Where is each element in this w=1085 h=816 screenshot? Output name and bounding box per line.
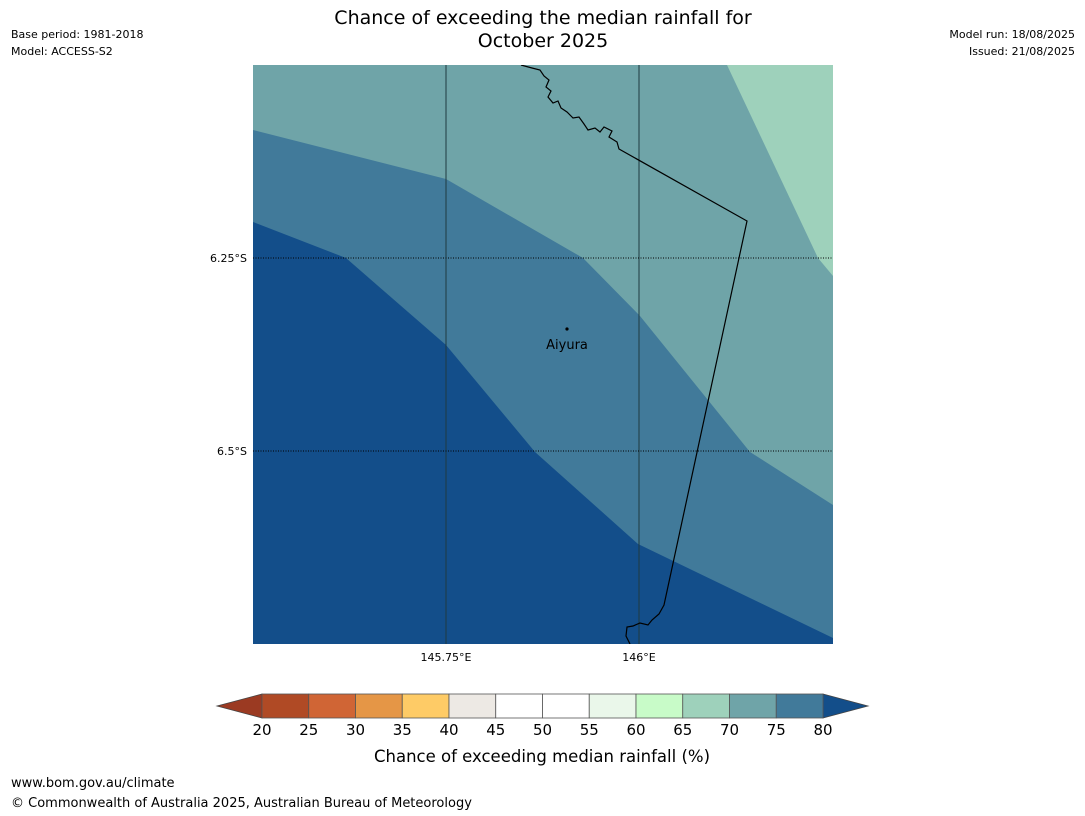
colorbar-cell (588, 693, 637, 719)
zone-65-70 (727, 65, 833, 276)
colorbar-tick-label: 65 (673, 721, 692, 739)
colorbar-tick-label: 35 (393, 721, 412, 739)
colorbar-cell (775, 693, 824, 719)
lat-label-6-25: 6.25°S (210, 252, 247, 265)
colorbar-cell (448, 693, 497, 719)
lon-label-146: 146°E (622, 651, 655, 664)
footer-url[interactable]: www.bom.gov.au/climate (11, 776, 175, 791)
footer-copyright: © Commonwealth of Australia 2025, Austra… (11, 796, 472, 811)
base-period-text: Base period: 1981-2018 (11, 28, 144, 41)
title-line-2: October 2025 (477, 30, 609, 52)
page-title: Chance of exceeding the median rainfall … (243, 7, 843, 53)
run-info: Model run: 18/08/2025 Issued: 21/08/2025 (949, 26, 1075, 60)
colorbar-under-arrow (215, 693, 263, 719)
issued-text: Issued: 21/08/2025 (968, 45, 1075, 58)
colorbar-cell (542, 693, 590, 719)
colorbar-cell (261, 693, 310, 719)
colorbar-tick-label: 55 (580, 721, 599, 739)
colorbar-tick-label: 25 (299, 721, 318, 739)
lat-label-6-5: 6.5°S (217, 445, 247, 458)
model-run-text: Model run: 18/08/2025 (949, 28, 1075, 41)
border-line (520, 65, 748, 644)
colorbar-cell (308, 693, 356, 719)
colorbar-label: Chance of exceeding median rainfall (%) (374, 747, 710, 766)
model-info: Base period: 1981-2018 Model: ACCESS-S2 (11, 26, 143, 60)
colorbar-cell (495, 693, 543, 719)
colorbar-cell (682, 693, 730, 719)
aiyura-label: Aiyura (546, 338, 588, 353)
colorbar: 20 25 30 35 40 45 50 55 60 65 70 75 80 (215, 693, 870, 739)
longitude-labels: 145.75°E 146°E (421, 651, 656, 664)
colorbar-tick-label: 40 (439, 721, 458, 739)
model-text: Model: ACCESS-S2 (11, 45, 113, 58)
colorbar-cell (635, 693, 684, 719)
lon-label-145-75: 145.75°E (421, 651, 472, 664)
colorbar-tick-label: 70 (720, 721, 739, 739)
colorbar-tick-label: 45 (486, 721, 505, 739)
colorbar-tick-label: 80 (813, 721, 832, 739)
colorbar-tick-label: 75 (767, 721, 786, 739)
aiyura-marker (565, 327, 569, 331)
colorbar-cell (729, 693, 777, 719)
colorbar-tick-label: 30 (346, 721, 365, 739)
zone-above-80 (253, 222, 833, 644)
colorbar-cell (401, 693, 450, 719)
colorbar-tick-label: 50 (533, 721, 552, 739)
title-line-1: Chance of exceeding the median rainfall … (334, 7, 752, 29)
colorbar-tick-label: 60 (626, 721, 645, 739)
colorbar-tick-label: 20 (252, 721, 271, 739)
map-area: Aiyura (253, 65, 833, 644)
graticule (253, 65, 833, 644)
colorbar-over-arrow (822, 693, 870, 719)
colorbar-cell (355, 693, 403, 719)
latitude-labels: 6.25°S 6.5°S (210, 252, 247, 458)
